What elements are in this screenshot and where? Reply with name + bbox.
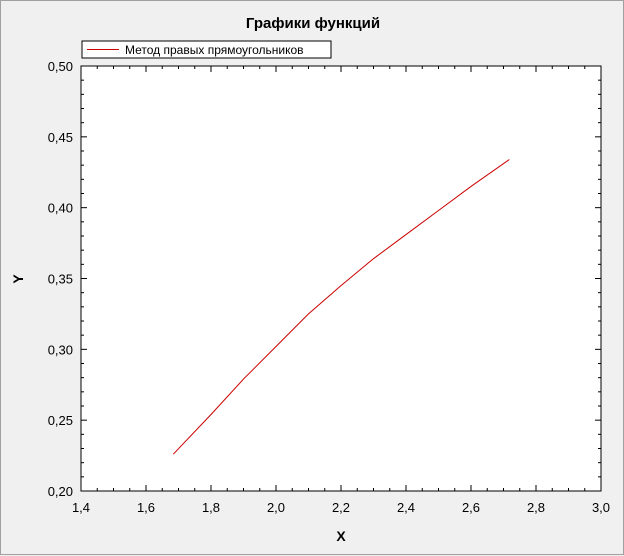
y-tick-label: 0,35 (48, 272, 73, 287)
x-axis-title: X (336, 528, 346, 544)
y-tick-label: 0,50 (48, 59, 73, 74)
legend-box (81, 40, 332, 59)
x-axis: 1,4 1,6 1,8 2,0 2,2 2,4 2,6 2,8 3,0 (72, 66, 610, 515)
plot-area (80, 65, 602, 492)
y-tick-label: 0,30 (48, 342, 73, 357)
chart-title: Графики функций (246, 15, 380, 32)
y-tick-label: 0,20 (48, 484, 73, 499)
y-axis: 0,20 0,25 0,30 0,35 0,40 0,45 0,50 (48, 59, 601, 499)
x-tick-label: 2,0 (267, 500, 285, 515)
series-layer (172, 159, 510, 455)
y-tick-label: 0,25 (48, 413, 73, 428)
x-tick-label: 2,4 (397, 500, 415, 515)
y-axis-title: Y (10, 274, 26, 284)
legend-entry-label: Метод правых прямоугольников (125, 43, 304, 57)
x-tick-label: 2,8 (527, 500, 545, 515)
x-tick-label: 1,8 (202, 500, 220, 515)
y-tick-label: 0,45 (48, 130, 73, 145)
series-line (172, 159, 510, 455)
x-tick-label: 1,4 (72, 500, 90, 515)
y-tick-label: 0,40 (48, 201, 73, 216)
x-tick-label: 3,0 (592, 500, 610, 515)
x-tick-label: 1,6 (137, 500, 155, 515)
x-tick-label: 2,2 (332, 500, 350, 515)
legend: Метод правых прямоугольников (81, 40, 332, 59)
x-tick-label: 2,6 (462, 500, 480, 515)
